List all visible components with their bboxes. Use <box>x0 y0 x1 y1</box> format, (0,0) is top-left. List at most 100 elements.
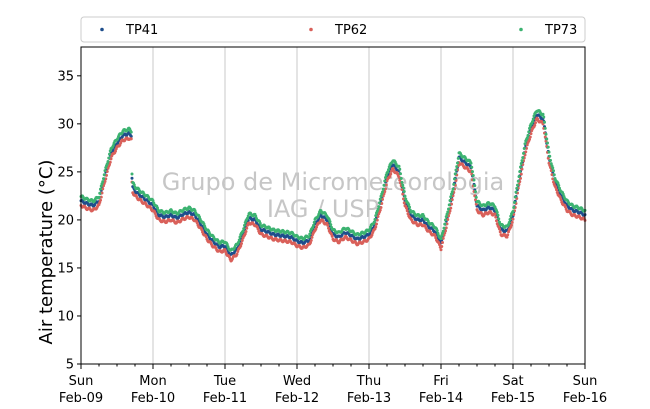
point-TP73 <box>238 235 242 239</box>
point-TP62 <box>441 236 445 240</box>
point-TP73 <box>111 144 115 148</box>
point-TP73 <box>513 195 517 199</box>
point-TP62 <box>405 209 409 213</box>
point-TP62 <box>438 243 441 247</box>
x-tick-date-4: Feb-13 <box>347 391 391 406</box>
point-TP73 <box>98 191 102 195</box>
point-TP73 <box>541 112 545 116</box>
point-TP73 <box>132 183 136 187</box>
point-TP73 <box>328 220 332 224</box>
point-TP62 <box>450 198 454 202</box>
point-TP73 <box>509 214 513 218</box>
point-TP62 <box>315 225 318 229</box>
point-TP73 <box>103 169 107 173</box>
point-TP73 <box>450 190 454 194</box>
point-TP62 <box>511 217 515 221</box>
point-TP62 <box>114 149 117 153</box>
x-tick-date-5: Feb-14 <box>419 391 463 406</box>
point-TP73 <box>531 117 535 121</box>
point-TP62 <box>559 198 563 202</box>
point-TP73 <box>469 161 473 165</box>
point-TP73 <box>518 170 522 174</box>
point-TP73 <box>398 167 402 171</box>
point-TP62 <box>100 191 104 195</box>
point-TP73 <box>456 161 459 165</box>
point-TP73 <box>397 164 401 168</box>
point-TP73 <box>442 226 446 230</box>
point-TP73 <box>373 217 377 221</box>
point-TP62 <box>103 179 107 183</box>
point-TP73 <box>99 187 102 191</box>
point-TP73 <box>456 156 460 160</box>
point-TP73 <box>497 217 501 221</box>
point-TP73 <box>378 201 381 205</box>
point-TP73 <box>516 183 519 187</box>
point-TP73 <box>376 207 380 211</box>
point-TP73 <box>399 172 402 176</box>
point-TP62 <box>109 157 113 161</box>
legend: TP41 TP62 TP73 <box>80 16 586 43</box>
point-TP73 <box>374 214 378 218</box>
point-TP73 <box>243 223 246 227</box>
point-TP73 <box>511 210 515 214</box>
point-TP73 <box>107 156 111 160</box>
point-TP62 <box>376 214 380 218</box>
point-TP62 <box>534 121 537 125</box>
x-tick-day-6: Sat <box>502 374 523 389</box>
point-TP62 <box>374 225 378 229</box>
point-TP62 <box>256 227 260 231</box>
point-TP73 <box>446 210 450 214</box>
series-TP62 <box>79 116 587 263</box>
point-TP62 <box>506 233 510 237</box>
point-TP73 <box>436 231 440 235</box>
point-TP62 <box>326 223 330 227</box>
point-TP73 <box>105 162 109 166</box>
y-tick-label-35: 35 <box>57 69 74 84</box>
point-TP62 <box>550 173 554 177</box>
point-TP73 <box>470 165 474 169</box>
point-TP73 <box>520 159 524 163</box>
y-tick-label-5: 5 <box>66 358 74 373</box>
point-TP62 <box>310 235 314 239</box>
point-TP62 <box>474 202 478 206</box>
point-TP62 <box>444 226 448 230</box>
point-TP62 <box>493 212 497 216</box>
point-TP73 <box>202 222 206 226</box>
point-TP62 <box>555 188 558 192</box>
y-tick-label-10: 10 <box>57 309 74 324</box>
point-TP62 <box>441 240 444 244</box>
x-tick-day-3: Wed <box>283 374 311 389</box>
point-TP73 <box>455 165 459 169</box>
x-tick-day-2: Tue <box>213 374 236 389</box>
x-tick-date-6: Feb-15 <box>491 391 535 406</box>
point-TP62 <box>543 135 547 139</box>
point-TP41 <box>368 232 372 236</box>
point-TP73 <box>508 217 512 221</box>
point-TP73 <box>513 200 516 204</box>
x-tick-day-5: Fri <box>433 374 449 389</box>
point-TP62 <box>200 228 204 232</box>
point-TP73 <box>517 175 521 179</box>
point-TP73 <box>254 214 258 218</box>
legend-marker-TP41 <box>100 27 104 32</box>
point-TP62 <box>434 236 438 240</box>
legend-marker-TP62 <box>309 27 313 32</box>
point-TP73 <box>496 213 500 217</box>
point-TP73 <box>377 205 381 209</box>
point-TP62 <box>520 167 524 171</box>
y-tick-label-20: 20 <box>57 213 74 228</box>
point-TP62 <box>378 208 382 212</box>
point-TP62 <box>402 197 405 201</box>
point-TP62 <box>375 218 379 222</box>
point-TP73 <box>507 220 511 224</box>
point-TP73 <box>384 175 387 179</box>
point-TP73 <box>387 168 390 172</box>
x-tick-date-0: Feb-09 <box>59 391 103 406</box>
point-TP62 <box>533 123 537 127</box>
point-TP62 <box>551 177 555 181</box>
x-tick-day-7: Sun <box>573 374 598 389</box>
point-TP73 <box>242 227 246 231</box>
point-TP73 <box>443 222 447 226</box>
point-TP62 <box>390 169 393 173</box>
